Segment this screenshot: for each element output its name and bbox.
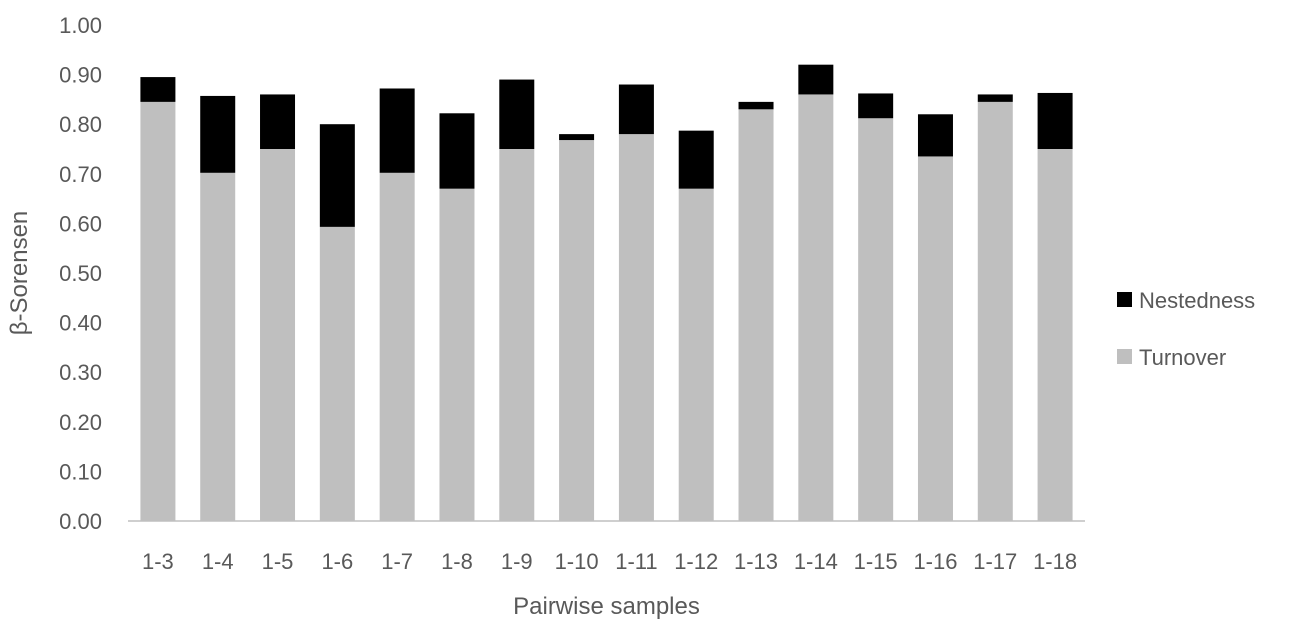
bar-turnover-1-13: [738, 109, 774, 521]
bar-turnover-1-16: [917, 156, 953, 521]
bar-turnover-1-4: [200, 172, 236, 521]
x-tick-label: 1-7: [381, 549, 413, 574]
bar-nestedness-1-16: [917, 114, 953, 157]
y-tick-label: 0.20: [59, 410, 102, 435]
y-tick-label: 0.30: [59, 360, 102, 385]
bar-nestedness-1-6: [319, 124, 355, 227]
bar-nestedness-1-8: [439, 113, 475, 189]
bar-turnover-1-11: [618, 134, 654, 521]
x-tick-label: 1-6: [321, 549, 353, 574]
bar-turnover-1-6: [319, 226, 355, 521]
x-tick-label: 1-8: [441, 549, 473, 574]
x-tick-label: 1-15: [854, 549, 898, 574]
y-tick-label: 0.70: [59, 162, 102, 187]
x-tick-label: 1-10: [555, 549, 599, 574]
bar-nestedness-1-3: [140, 77, 176, 102]
bar-turnover-1-14: [798, 94, 834, 521]
x-tick-label: 1-5: [262, 549, 294, 574]
y-tick-label: 0.50: [59, 261, 102, 286]
y-tick-label: 1.00: [59, 13, 102, 38]
x-axis-title: Pairwise samples: [513, 593, 700, 620]
y-axis-title: β-Sorensen: [6, 211, 33, 336]
bar-nestedness-1-10: [559, 134, 595, 141]
x-tick-label: 1-3: [142, 549, 174, 574]
y-tick-label: 0.90: [59, 63, 102, 88]
bar-nestedness-1-14: [798, 64, 834, 95]
x-tick-label: 1-12: [674, 549, 718, 574]
bar-turnover-1-12: [678, 188, 714, 521]
x-tick-label: 1-16: [913, 549, 957, 574]
x-tick-label: 1-11: [615, 549, 657, 574]
bars: [140, 64, 1073, 521]
legend-label-turnover: Turnover: [1139, 345, 1226, 370]
bar-nestedness-1-18: [1037, 92, 1073, 149]
bar-turnover-1-17: [977, 101, 1013, 521]
bar-nestedness-1-11: [618, 84, 654, 135]
bar-turnover-1-5: [260, 149, 296, 521]
y-tick-label: 0.10: [59, 459, 102, 484]
bar-nestedness-1-4: [200, 95, 236, 173]
bar-nestedness-1-7: [379, 88, 415, 173]
legend: Nestedness Turnover: [1117, 288, 1255, 370]
bar-turnover-1-9: [499, 149, 535, 521]
bar-turnover-1-10: [559, 140, 595, 521]
y-axis-ticks: 0.00 0.10 0.20 0.30 0.40 0.50 0.60 0.70 0.80 0.90…: [59, 13, 102, 534]
bar-turnover-1-3: [140, 101, 176, 521]
x-tick-label: 1-17: [973, 549, 1017, 574]
bar-nestedness-1-17: [977, 94, 1013, 102]
bar-turnover-1-7: [379, 172, 415, 521]
x-tick-label: 1-9: [501, 549, 533, 574]
legend-swatch-turnover: [1117, 349, 1132, 364]
bar-nestedness-1-15: [858, 93, 894, 119]
y-tick-label: 0.00: [59, 509, 102, 534]
bar-turnover-1-15: [858, 118, 894, 521]
y-tick-label: 0.60: [59, 211, 102, 236]
bar-turnover-1-18: [1037, 149, 1073, 521]
y-tick-label: 0.40: [59, 311, 102, 336]
bar-nestedness-1-5: [260, 94, 296, 149]
legend-label-nestedness: Nestedness: [1139, 288, 1255, 313]
x-tick-label: 1-4: [202, 549, 234, 574]
x-tick-label: 1-14: [794, 549, 838, 574]
x-tick-label: 1-13: [734, 549, 778, 574]
y-tick-label: 0.80: [59, 112, 102, 137]
x-axis-ticks: 1-3 1-4 1-5 1-6 1-7 1-8 1-9 1-10 1-11 1-12 1-13 1-1…: [142, 549, 1077, 574]
legend-swatch-nestedness: [1117, 292, 1132, 307]
bar-turnover-1-8: [439, 188, 475, 521]
bar-nestedness-1-13: [738, 101, 774, 110]
bar-nestedness-1-9: [499, 79, 535, 149]
bar-nestedness-1-12: [678, 130, 714, 189]
x-tick-label: 1-18: [1033, 549, 1077, 574]
